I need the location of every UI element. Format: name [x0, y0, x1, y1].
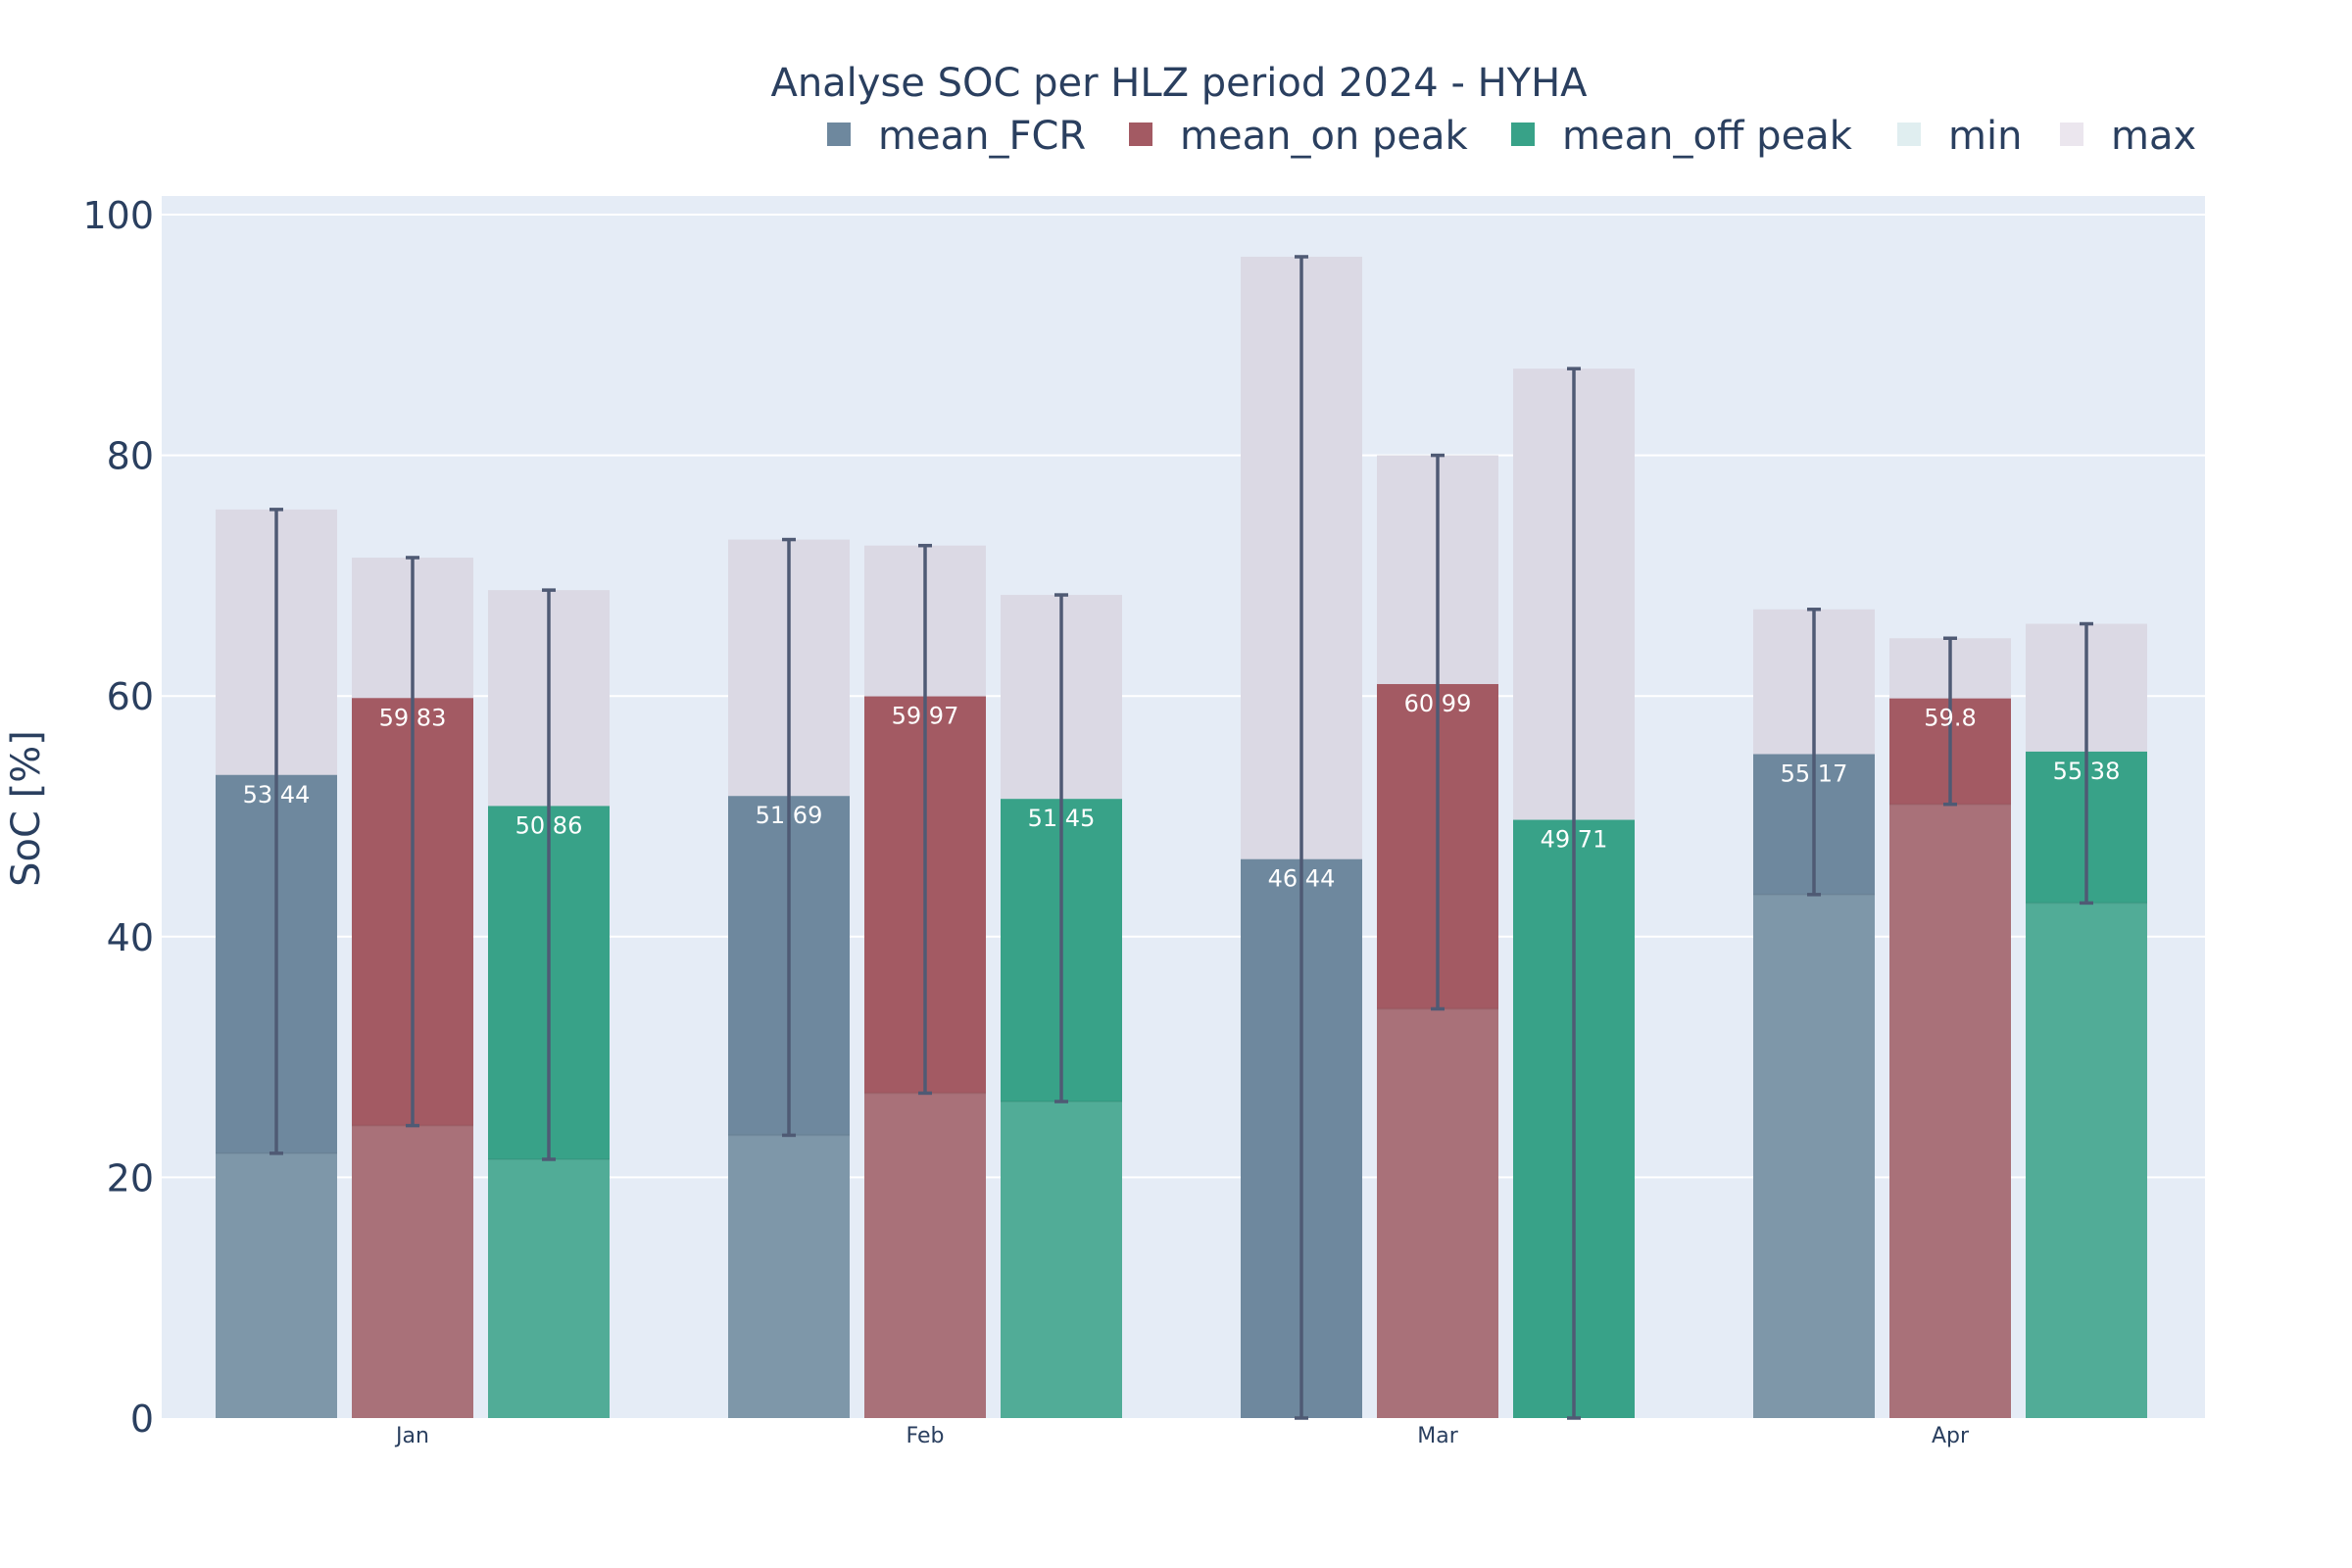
min-bar [216, 1152, 337, 1418]
y-tick-label: 80 [107, 435, 154, 478]
bar-value-label: 59 83 [379, 704, 447, 731]
data-labels: 53 44 51 69 46 44 55 17 59 83 59 97 60 99 59.8 5… [243, 690, 2121, 893]
bar-value-label: 55 17 [1781, 760, 1848, 788]
legend-label: max [2111, 114, 2196, 159]
legend-label: min [1948, 114, 2022, 159]
legend-label: mean_off peak [1562, 114, 1853, 159]
bar-value-label: 51 45 [1028, 805, 1096, 832]
bar-value-label: 60 99 [1404, 690, 1472, 717]
y-tick-label: 60 [107, 675, 154, 718]
bar-value-label: 51 69 [756, 802, 823, 829]
y-tick-label: 40 [107, 916, 154, 959]
legend-swatch [2060, 122, 2083, 146]
min-bar [1377, 1008, 1498, 1418]
min-bar [1889, 804, 2011, 1418]
legend-label: mean_FCR [878, 114, 1086, 159]
error-bars [270, 255, 2093, 1420]
x-axis-ticks: Jan Feb Mar Apr [394, 1424, 1970, 1448]
bar-value-label: 50 86 [515, 811, 583, 839]
y-axis-title: SoC [%] [4, 730, 49, 887]
bar-value-label: 55 38 [2053, 758, 2121, 785]
y-tick-label: 20 [107, 1156, 154, 1200]
x-tick-label: Feb [906, 1424, 945, 1448]
bar-value-label: 49 71 [1541, 826, 1608, 854]
y-axis-ticks: 0 20 40 60 80 100 [82, 194, 154, 1441]
bar-value-label: 59.8 [1924, 705, 1976, 732]
x-tick-label: Apr [1932, 1424, 1970, 1448]
mean-bar [1889, 698, 2011, 1418]
legend-item[interactable]: mean_off peak [1511, 114, 1853, 159]
legend-item[interactable]: min [1897, 114, 2022, 159]
y-tick-label: 0 [130, 1397, 154, 1441]
bar-value-label: 53 44 [243, 781, 311, 808]
legend: mean_FCR mean_on peak mean_off peak min … [827, 114, 2196, 159]
x-tick-label: Jan [394, 1424, 429, 1448]
legend-item[interactable]: mean_on peak [1129, 114, 1468, 159]
min-bar [2026, 903, 2147, 1418]
legend-item[interactable]: mean_FCR [827, 114, 1086, 159]
min-bar [488, 1158, 610, 1418]
min-bar [728, 1135, 850, 1418]
min-bar [864, 1093, 986, 1418]
legend-swatch [1129, 122, 1152, 146]
min-bar [1001, 1102, 1122, 1418]
min-bar [1753, 894, 1875, 1418]
legend-swatch [1511, 122, 1535, 146]
min-bar [352, 1125, 473, 1418]
legend-swatch [1897, 122, 1921, 146]
chart-title: Analyse SOC per HLZ period 2024 - HYHA [770, 61, 1588, 106]
legend-swatch [827, 122, 851, 146]
y-tick-label: 100 [82, 194, 154, 237]
x-tick-label: Mar [1417, 1424, 1458, 1448]
bar-value-label: 46 44 [1268, 865, 1336, 893]
legend-item[interactable]: max [2060, 114, 2196, 159]
legend-label: mean_on peak [1180, 114, 1468, 159]
bar-value-label: 59 97 [892, 703, 959, 730]
